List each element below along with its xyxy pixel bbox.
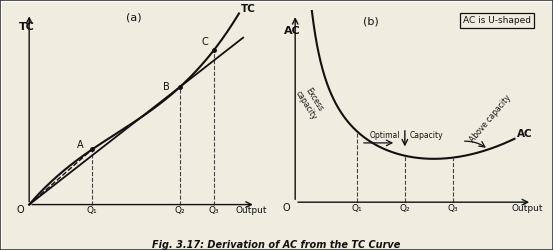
Text: AC: AC bbox=[284, 26, 301, 36]
Text: (b): (b) bbox=[363, 16, 379, 26]
Text: AC is U-shaped: AC is U-shaped bbox=[463, 16, 531, 25]
Text: TC: TC bbox=[241, 4, 256, 14]
Text: (a): (a) bbox=[126, 12, 142, 22]
Text: Above capacity: Above capacity bbox=[468, 93, 513, 144]
Text: C: C bbox=[201, 37, 208, 47]
Text: Q₂: Q₂ bbox=[399, 204, 410, 213]
Text: Excess
capacity: Excess capacity bbox=[293, 83, 327, 121]
Text: Output: Output bbox=[236, 206, 267, 215]
Text: Output: Output bbox=[512, 204, 544, 213]
Text: Fig. 3.17: Derivation of AC from the TC Curve: Fig. 3.17: Derivation of AC from the TC … bbox=[152, 240, 401, 250]
Text: Q₃: Q₃ bbox=[208, 206, 219, 215]
Text: O: O bbox=[283, 203, 290, 213]
Text: B: B bbox=[164, 82, 170, 92]
Text: A: A bbox=[77, 140, 84, 150]
Text: AC: AC bbox=[517, 129, 533, 139]
Text: Q₃: Q₃ bbox=[448, 204, 458, 213]
Text: O: O bbox=[17, 205, 24, 215]
Text: TC: TC bbox=[19, 22, 35, 32]
Text: Q₁: Q₁ bbox=[351, 204, 362, 213]
Text: Capacity: Capacity bbox=[409, 131, 443, 140]
Text: Q₁: Q₁ bbox=[87, 206, 97, 215]
Text: Optimal: Optimal bbox=[370, 131, 400, 140]
Text: Q₂: Q₂ bbox=[175, 206, 185, 215]
